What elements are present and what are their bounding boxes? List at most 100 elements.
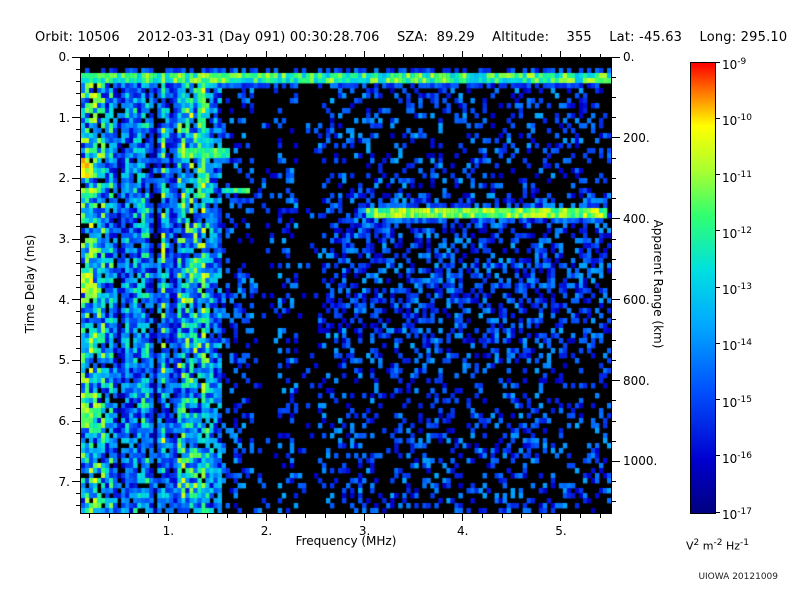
y-right-minor-tick [612, 339, 616, 341]
y-left-tick-label: 1. [58, 110, 70, 125]
y-right-minor-tick [612, 76, 616, 78]
y-left-minor-tick [76, 202, 80, 204]
colorbar-tick-label: 10-9 [722, 57, 747, 72]
colorbar-tick-label: 10-17 [722, 507, 752, 522]
x-axis-minor-tick [148, 514, 150, 518]
y-axis-label-left: Time Delay (ms) [23, 234, 37, 334]
x-axis-minor-tick [403, 514, 405, 518]
x-axis-tick-label: 1. [162, 524, 175, 538]
y-left-minor-tick [76, 189, 80, 191]
x-axis-minor-tick [423, 514, 425, 518]
x-axis-minor-tick-top [226, 54, 228, 57]
credit-text: UIOWA 20121009 [698, 572, 778, 582]
y-left-tick [72, 481, 80, 483]
colorbar-tick [716, 511, 720, 513]
y-right-tick-label: 800. [623, 373, 650, 388]
x-axis-minor-tick-top [246, 54, 248, 57]
x-axis-minor-tick-top [305, 54, 307, 57]
x-axis-minor-tick-top [540, 54, 542, 57]
y-left-tick [72, 238, 80, 240]
x-axis-tick-label: 2. [260, 524, 273, 538]
y-left-minor-tick [76, 505, 80, 507]
x-axis-minor-tick [580, 514, 582, 518]
y-left-minor-tick [76, 456, 80, 458]
colorbar-tick-label: 10-12 [722, 225, 752, 241]
x-axis-tick [462, 514, 464, 521]
x-axis-tick [364, 514, 366, 521]
x-axis-minor-tick [108, 514, 110, 518]
x-axis-minor-tick-top [403, 54, 405, 57]
x-axis-tick [265, 514, 267, 521]
x-axis-minor-tick-top [521, 54, 523, 57]
y-right-tick-label: 600. [623, 292, 650, 307]
y-left-tick [72, 420, 80, 422]
x-axis-tick-label: 4. [457, 524, 469, 538]
x-axis-minor-tick-top [580, 54, 582, 57]
colorbar-tick [716, 286, 720, 288]
colorbar-tick-label: 10-10 [722, 113, 752, 129]
x-axis-minor-tick [599, 514, 601, 518]
x-axis-minor-tick [128, 514, 130, 518]
x-axis-minor-tick-top [108, 54, 110, 57]
y-right-tick [612, 380, 620, 382]
y-left-minor-tick [76, 105, 80, 107]
colorbar-tick [716, 117, 720, 119]
colorbar-tick [716, 399, 720, 400]
y-left-minor-tick [76, 469, 80, 471]
y-left-tick-label: 0. [58, 50, 70, 64]
y-right-minor-tick [612, 501, 616, 503]
spectrogram-plot [80, 57, 612, 514]
y-left-minor-tick [76, 141, 80, 143]
colorbar-tick [716, 455, 720, 457]
x-axis-minor-tick-top [89, 54, 91, 57]
y-right-minor-tick [612, 400, 616, 402]
y-right-tick [612, 299, 620, 301]
colorbar-tick-label: 10-16 [722, 450, 752, 466]
y-left-minor-tick [76, 80, 80, 82]
y-right-tick-label: 1000. [623, 454, 658, 469]
y-right-minor-tick [612, 157, 616, 159]
y-right-tick-label: 200. [623, 130, 650, 145]
y-left-tick [72, 359, 80, 361]
x-axis-tick-top [364, 51, 366, 57]
x-axis-minor-tick [442, 514, 444, 518]
y-right-tick-label: 0. [623, 50, 635, 64]
x-axis-minor-tick-top [599, 54, 601, 57]
x-axis-minor-tick [246, 514, 248, 518]
y-right-minor-tick [612, 177, 616, 179]
y-right-minor-tick [612, 96, 616, 98]
colorbar-tick-label: 10-15 [722, 394, 752, 410]
y-left-minor-tick [76, 129, 80, 131]
x-axis-tick-top [265, 51, 267, 57]
x-axis-minor-tick [501, 514, 503, 518]
y-left-minor-tick [76, 287, 80, 289]
x-axis-minor-tick [207, 514, 209, 518]
y-right-minor-tick [612, 238, 616, 240]
y-left-tick-label: 7. [58, 474, 70, 489]
x-axis-minor-tick [344, 514, 346, 518]
x-axis-minor-tick-top [442, 54, 444, 57]
y-left-minor-tick [76, 311, 80, 313]
y-left-minor-tick [76, 274, 80, 276]
colorbar-tick [716, 174, 720, 175]
y-left-minor-tick [76, 153, 80, 155]
y-right-minor-tick [612, 481, 616, 483]
x-axis-minor-tick [324, 514, 326, 518]
colorbar-tick-label: 10-14 [722, 338, 752, 354]
colorbar [690, 62, 716, 514]
y-left-minor-tick [76, 335, 80, 337]
y-right-minor-tick [612, 319, 616, 321]
y-right-tick-label: 400. [623, 211, 650, 226]
y-left-minor-tick [76, 493, 80, 495]
x-axis-minor-tick-top [501, 54, 503, 57]
x-axis-tick [167, 514, 169, 521]
y-right-minor-tick [612, 359, 616, 361]
y-right-minor-tick [612, 278, 616, 280]
colorbar-tick [716, 230, 720, 232]
y-left-minor-tick [76, 165, 80, 167]
x-axis-minor-tick-top [148, 54, 150, 57]
x-axis-minor-tick-top [187, 54, 189, 57]
y-left-minor-tick [76, 68, 80, 70]
x-axis-tick-top [560, 51, 562, 57]
y-right-tick [612, 460, 620, 462]
